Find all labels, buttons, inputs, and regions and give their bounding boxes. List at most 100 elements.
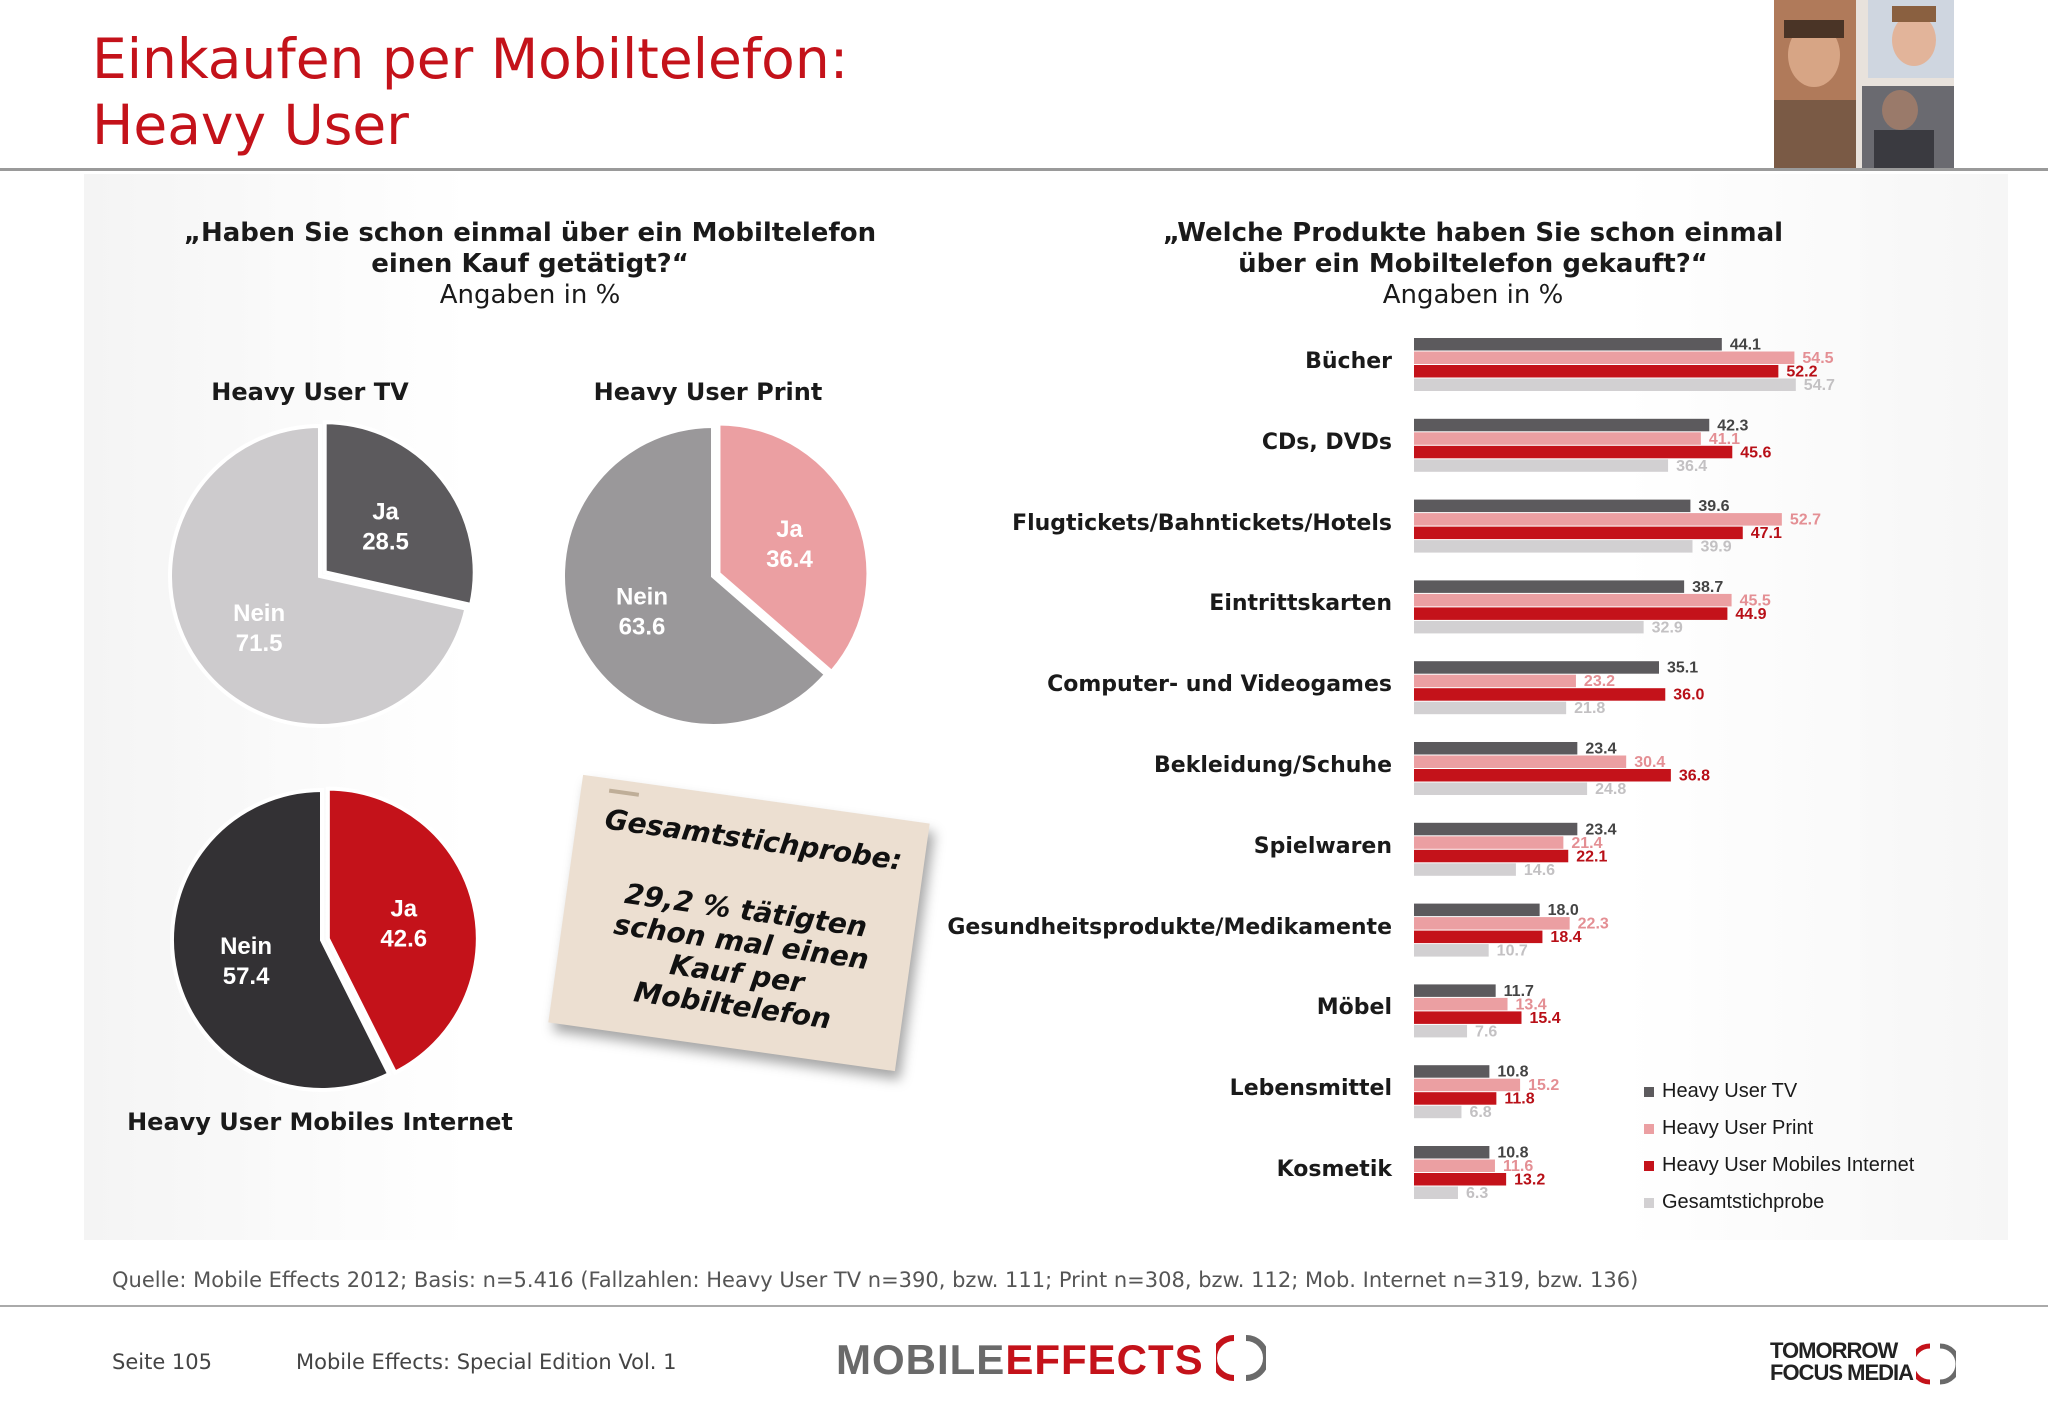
bar-value-label: 52.7 — [1790, 512, 1821, 529]
bar-value-label: 45.6 — [1740, 444, 1771, 461]
bar — [1414, 338, 1722, 351]
page-number: Seite 105 — [112, 1350, 212, 1374]
bar-value-label: 23.4 — [1585, 741, 1616, 758]
tomorrow-focus-media-logo: TOMORROW FOCUS MEDIA — [1770, 1340, 1956, 1385]
bar-value-label: 14.6 — [1524, 862, 1555, 879]
bar-value-label: 32.9 — [1652, 619, 1683, 636]
bar-value-label: 10.8 — [1497, 1145, 1528, 1162]
bar-value-label: 30.4 — [1634, 754, 1665, 771]
page-title: Einkaufen per Mobiltelefon: Heavy User — [92, 26, 848, 158]
bar-value-label: 42.3 — [1717, 417, 1748, 434]
bar-value-label: 6.3 — [1466, 1185, 1488, 1202]
bar-value-label: 21.4 — [1571, 835, 1602, 852]
bar-category-label: Bücher — [1305, 349, 1392, 374]
left-question-line1: „Haben Sie schon einmal über ein Mobilte… — [183, 218, 877, 248]
pie-label-ja: Ja — [390, 896, 417, 923]
bar — [1414, 526, 1743, 540]
pie-label-nein: Nein — [616, 583, 668, 610]
pie-slice-ja — [716, 421, 871, 675]
bar-value-label: 36.0 — [1673, 687, 1704, 704]
bar — [1414, 742, 1578, 755]
bar-value-label: 44.1 — [1730, 337, 1761, 354]
pie-title-tv: Heavy User TV — [211, 378, 409, 406]
bar — [1414, 1011, 1522, 1024]
bar — [1414, 701, 1567, 715]
bar-value-label: 45.5 — [1740, 592, 1771, 609]
bar-value-label: 10.7 — [1497, 943, 1528, 960]
pie-label-ja: Ja — [372, 498, 399, 525]
bar — [1414, 1159, 1495, 1172]
pie-slice-nein — [168, 423, 469, 728]
bar-legend: Heavy User TV Heavy User Print Heavy User … — [1644, 1073, 1914, 1221]
bar — [1414, 1173, 1507, 1186]
bar-category-label: Computer- und Videogames — [1047, 672, 1392, 698]
bar-value-label: 23.2 — [1584, 673, 1615, 690]
brand-effects: EFFECTS — [1005, 1336, 1204, 1383]
bar-value-label: 24.8 — [1595, 781, 1626, 798]
bar — [1414, 1078, 1521, 1092]
bar-value-label: 13.2 — [1514, 1172, 1545, 1189]
bar — [1414, 378, 1796, 391]
pie-slice-nein — [170, 787, 392, 1092]
right-question-line2: über ein Mobiltelefon gekauft?“ — [1238, 249, 1708, 279]
bar-value-label: 39.9 — [1701, 539, 1732, 556]
pie-value-ja: 36.4 — [766, 546, 813, 573]
pie-title-print: Heavy User Print — [593, 378, 823, 406]
bar — [1414, 755, 1627, 768]
bar-value-label: 38.7 — [1692, 579, 1723, 596]
brand-mobile: MOBILE — [836, 1336, 1006, 1383]
bar — [1414, 688, 1666, 701]
pie-value-nein: 57.4 — [223, 963, 270, 990]
note-tape — [608, 788, 640, 797]
bar-category-label: Eintrittskarten — [1209, 591, 1392, 617]
legend-label: Heavy User Print — [1662, 1117, 1814, 1139]
bar-value-label: 11.8 — [1504, 1091, 1534, 1108]
bar-category-label: Flugtickets/Bahntickets/Hotels — [1012, 510, 1392, 536]
bar — [1414, 769, 1671, 782]
bar-value-label: 21.8 — [1574, 700, 1605, 717]
bar-value-label: 35.1 — [1667, 660, 1698, 677]
bar — [1414, 984, 1496, 997]
bar — [1414, 432, 1701, 445]
bar — [1414, 1146, 1490, 1159]
bar — [1414, 1186, 1458, 1199]
publication-name: Mobile Effects: Special Edition Vol. 1 — [296, 1350, 677, 1374]
pie-value-nein: 63.6 — [619, 613, 666, 640]
bar — [1414, 445, 1733, 459]
bar-category-label: Gesundheitsprodukte/Medikamente — [947, 914, 1392, 940]
bar-value-label: 18.0 — [1548, 902, 1579, 919]
bar-category-label: CDs, DVDs — [1261, 429, 1392, 455]
pie-slice-nein — [561, 423, 829, 728]
legend-swatch — [1644, 1197, 1654, 1208]
brand-bracket-icon — [1211, 1335, 1270, 1381]
bar — [1414, 997, 1508, 1011]
bar-value-label: 22.3 — [1578, 916, 1609, 933]
left-question-sub: Angaben in % — [439, 280, 621, 310]
bar — [1414, 836, 1564, 849]
bar — [1414, 580, 1685, 593]
legend-label: Heavy User TV — [1662, 1080, 1798, 1102]
bar-category-label: Kosmetik — [1276, 1157, 1392, 1182]
bar-category-label: Möbel — [1316, 995, 1392, 1021]
bar-value-label: 47.1 — [1751, 525, 1782, 542]
bar-category-label: Bekleidung/Schuhe — [1154, 753, 1392, 778]
pie-label-ja: Ja — [776, 516, 803, 543]
bar — [1414, 822, 1578, 836]
bar — [1414, 365, 1779, 378]
bar — [1414, 418, 1710, 432]
legend-item: Heavy User Mobiles Internet — [1644, 1147, 1914, 1184]
bar-value-label: 11.7 — [1504, 983, 1534, 1000]
pie-label-nein: Nein — [233, 600, 285, 627]
bar — [1414, 863, 1516, 876]
bar-value-label: 13.4 — [1516, 996, 1547, 1013]
bar — [1414, 661, 1659, 674]
bar-value-label: 23.4 — [1585, 821, 1616, 838]
bar-value-label: 39.6 — [1698, 498, 1729, 515]
legend-item: Heavy User Print — [1644, 1110, 1914, 1147]
bar-value-label: 18.4 — [1550, 929, 1581, 946]
legend-swatch — [1644, 1086, 1654, 1097]
bar — [1414, 620, 1644, 634]
bar — [1414, 1065, 1490, 1078]
source-note: Quelle: Mobile Effects 2012; Basis: n=5.… — [112, 1268, 1639, 1292]
tfm-line2: FOCUS MEDIA — [1770, 1362, 1914, 1384]
